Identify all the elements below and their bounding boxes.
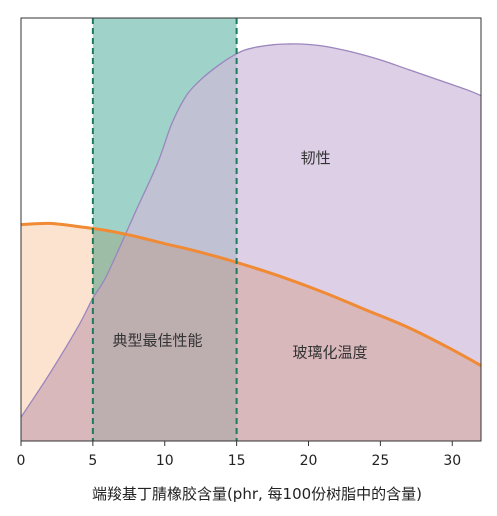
x-tick-label-0: 0	[17, 453, 26, 469]
x-tick-label-20: 20	[300, 453, 318, 469]
x-tick-label-30: 30	[443, 453, 461, 469]
annotation-optimal-range: 典型最佳性能	[113, 332, 203, 350]
optimal-range-band-overlay	[92, 18, 237, 441]
glass-transition-area	[21, 223, 481, 441]
glass-transition-line	[21, 221, 481, 367]
x-tick-label-5: 5	[88, 453, 97, 469]
plot-frame	[20, 17, 482, 442]
plot-area	[20, 17, 482, 442]
x-tick-label-10: 10	[156, 453, 174, 469]
x-tick-label-15: 15	[228, 453, 246, 469]
x-axis-label: 端羧基丁腈橡胶含量(phr, 每100份树脂中的含量)	[92, 485, 422, 503]
annotation-glass-transition: 玻璃化温度	[293, 344, 368, 362]
x-tick-label-25: 25	[371, 453, 389, 469]
annotation-toughness: 韧性	[301, 149, 331, 167]
x-axis: 0 5 10 15 20 25 30	[17, 441, 461, 469]
toughness-line	[21, 43, 481, 418]
